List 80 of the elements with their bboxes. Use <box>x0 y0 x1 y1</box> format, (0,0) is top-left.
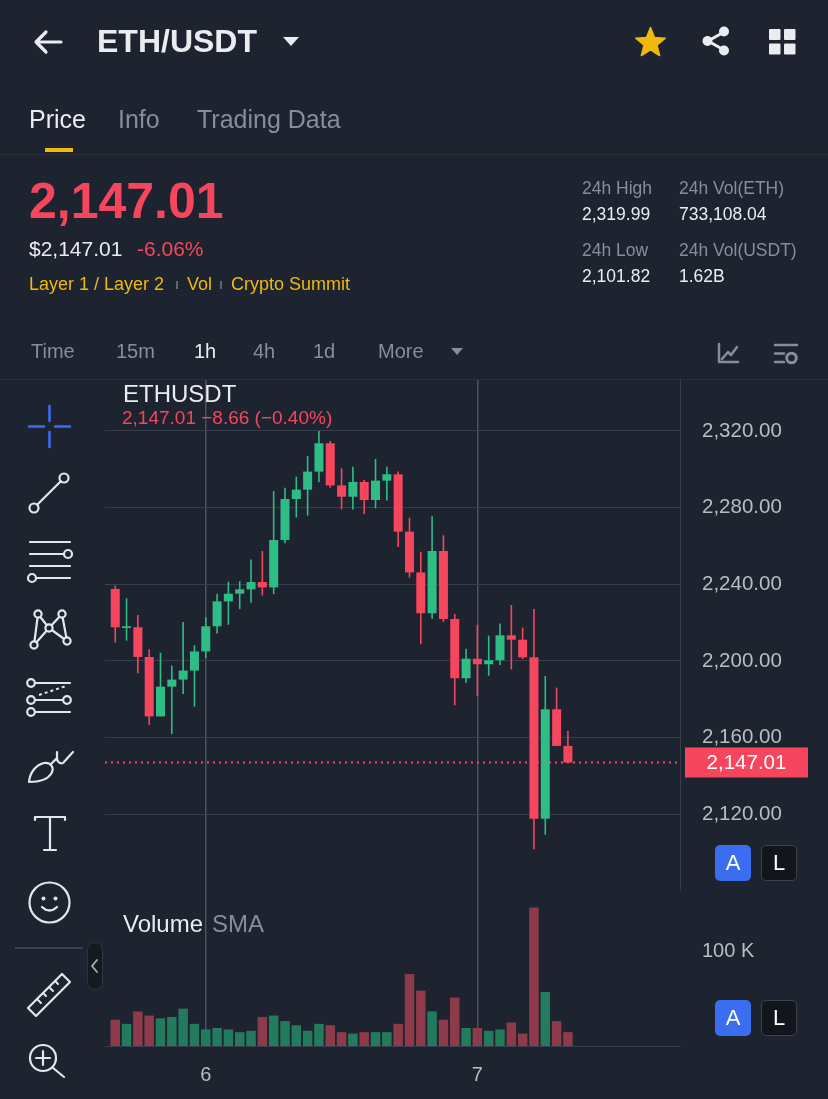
bar <box>427 1011 437 1046</box>
candlestick <box>246 559 256 603</box>
y-tick-label: 2,320.00 <box>702 417 782 441</box>
chart-title: Volume <box>123 910 204 937</box>
text: Price <box>29 105 86 133</box>
text: -6.06% <box>137 237 204 260</box>
candlestick <box>484 635 494 676</box>
bar <box>336 1032 347 1046</box>
text: 733,108.04 <box>679 204 767 224</box>
bar <box>461 1028 471 1046</box>
bar <box>483 1030 494 1046</box>
bar <box>551 1021 562 1046</box>
bar <box>189 1023 200 1046</box>
text: $2,147.01 <box>29 237 123 260</box>
text: 24h Vol(USDT) <box>679 240 797 260</box>
bar <box>404 974 415 1046</box>
chart-subtitle: SMA <box>212 910 265 937</box>
bar <box>563 1032 573 1046</box>
bar <box>121 1023 132 1046</box>
text: 2,101.82 <box>582 266 651 286</box>
bar <box>291 1025 302 1046</box>
bar <box>370 1032 381 1046</box>
text: Time <box>31 340 75 362</box>
bar <box>359 1032 369 1046</box>
y-tick-label: 2,280.00 <box>702 494 782 518</box>
text: Layer 1 / Layer 2 <box>29 274 165 294</box>
bar <box>234 1032 245 1046</box>
bar <box>110 1019 120 1046</box>
y-tick-label: 2,160.00 <box>702 724 782 748</box>
candlestick <box>291 476 301 518</box>
text: 1.62B <box>679 266 725 286</box>
text: 1h <box>194 340 217 362</box>
y-tick-label: 2,200.00 <box>702 647 782 671</box>
bar <box>416 990 426 1046</box>
chart-title: ETHUSDT <box>123 380 237 407</box>
bar <box>325 1025 335 1046</box>
text: Crypto Summit <box>231 274 351 294</box>
ref-line-label: 2,147.01 <box>706 750 787 774</box>
text: Trading Data <box>197 105 341 133</box>
text: 2,319.99 <box>582 204 651 224</box>
bar <box>540 992 551 1046</box>
candlestick <box>235 581 245 610</box>
text: 100 K <box>702 939 755 961</box>
text: 24h Low <box>582 240 649 260</box>
text: 24h Vol(ETH) <box>679 178 785 198</box>
x-tick-label: 7 <box>471 1062 483 1085</box>
bar <box>246 1030 256 1046</box>
bar <box>223 1029 234 1046</box>
bar <box>257 1016 268 1046</box>
bar <box>155 1018 166 1046</box>
bar <box>314 1023 324 1046</box>
text: 1d <box>313 340 336 362</box>
bar <box>348 1033 358 1046</box>
text: 24h High <box>582 178 653 198</box>
bar <box>517 1033 528 1046</box>
text: More <box>378 340 424 362</box>
bar <box>495 1029 505 1046</box>
bar <box>529 907 539 1046</box>
bar <box>382 1032 392 1046</box>
text: Info <box>118 105 160 133</box>
bar <box>506 1022 517 1046</box>
text: 4h <box>253 340 276 362</box>
y-tick-label: 2,240.00 <box>702 570 782 594</box>
bar <box>472 1028 483 1046</box>
text: ETH/USDT <box>97 23 257 59</box>
candlestick <box>382 466 392 501</box>
bar <box>438 1019 449 1046</box>
bar <box>450 997 460 1046</box>
text: 2,147.01 −8.66 (−0.40%) <box>122 407 333 428</box>
candlestick <box>178 621 188 694</box>
bar <box>268 1015 279 1046</box>
bar <box>393 1023 403 1046</box>
text: 15m <box>116 340 155 362</box>
x-tick-label: 6 <box>200 1062 212 1085</box>
bar <box>302 1030 313 1046</box>
candlestick <box>167 665 177 735</box>
bar <box>280 1021 290 1046</box>
text: Vol <box>187 274 213 294</box>
y-tick-label: 2,120.00 <box>702 800 782 824</box>
text: 2,147.01 <box>29 173 224 229</box>
